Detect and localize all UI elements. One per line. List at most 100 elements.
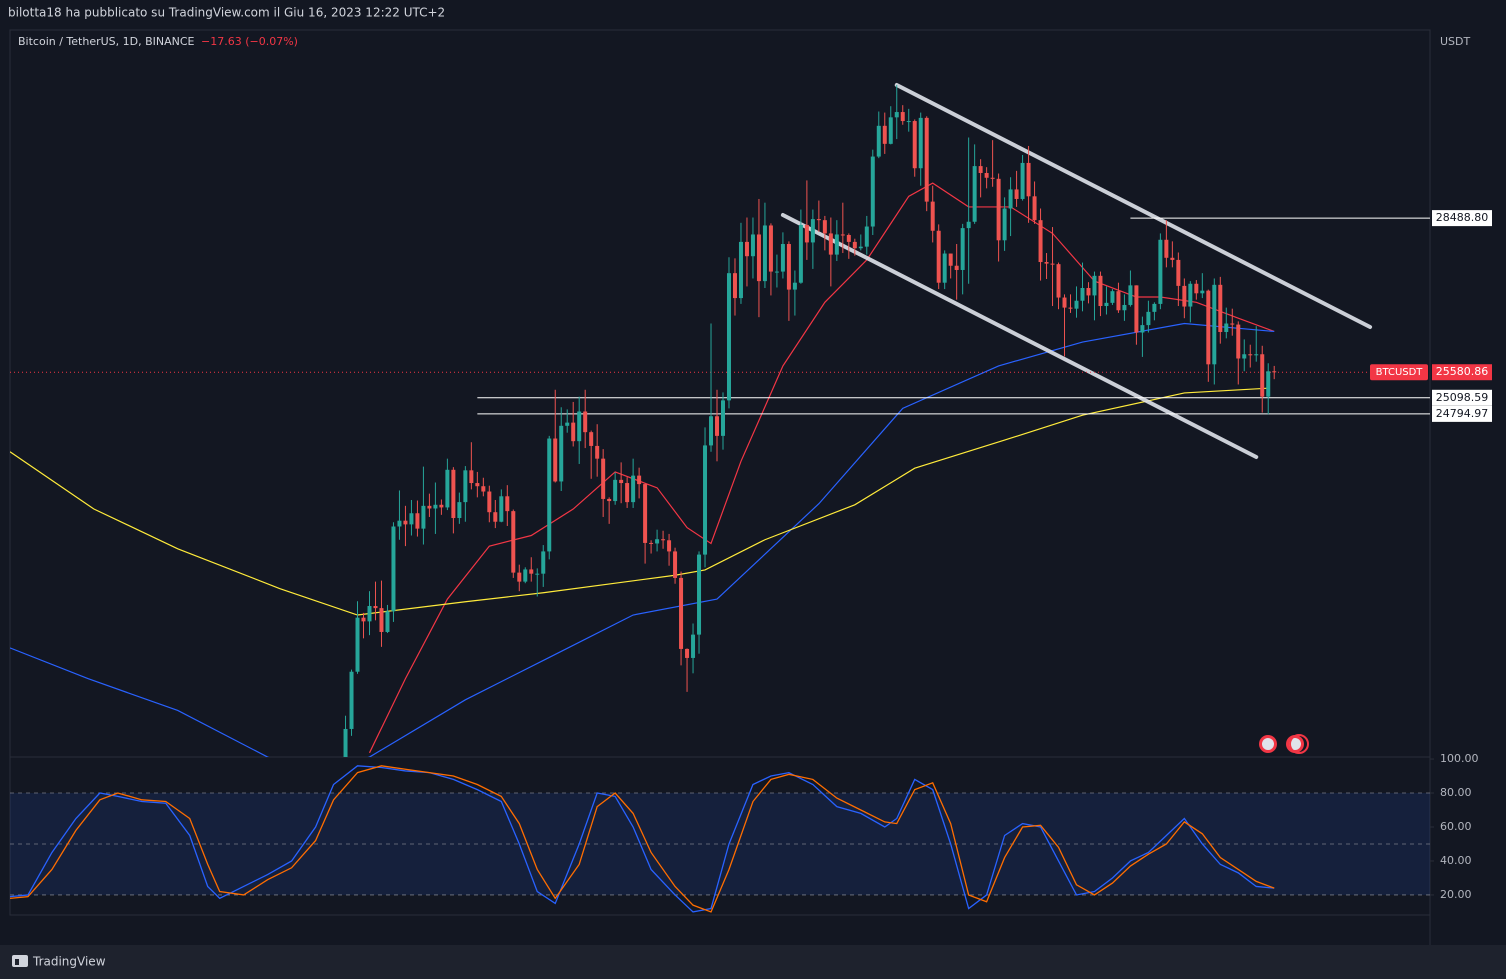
candle-body bbox=[667, 540, 672, 552]
candle-body bbox=[1050, 263, 1055, 265]
trend-line bbox=[780, 213, 1259, 460]
candle-body bbox=[607, 498, 612, 502]
symbol-label: BTCUSDT bbox=[1376, 367, 1424, 378]
candle-body bbox=[511, 511, 516, 573]
candle-body bbox=[391, 526, 396, 612]
candle-body bbox=[1140, 325, 1145, 333]
candle-body bbox=[703, 445, 708, 555]
candle-body bbox=[427, 505, 432, 509]
candle-body bbox=[445, 469, 450, 508]
candle-body bbox=[1020, 162, 1025, 199]
stoch-line bbox=[10, 765, 1275, 913]
candle-body bbox=[942, 253, 947, 283]
candle-body bbox=[571, 422, 576, 442]
candle-body bbox=[481, 486, 486, 492]
candle-body bbox=[816, 219, 821, 221]
chart-frame bbox=[9, 29, 1431, 916]
candle-body bbox=[732, 273, 737, 299]
candle-body bbox=[918, 117, 923, 169]
candle-body bbox=[960, 228, 965, 270]
candle-body bbox=[1146, 311, 1151, 326]
candle-body bbox=[750, 234, 755, 257]
last-price-box bbox=[1432, 364, 1492, 381]
candle-body bbox=[541, 551, 546, 574]
candle-body bbox=[1086, 288, 1091, 296]
candle-body bbox=[810, 219, 815, 243]
candle-body bbox=[679, 577, 684, 649]
candle-body bbox=[1026, 162, 1031, 197]
candle-body bbox=[601, 458, 606, 499]
candle-body bbox=[673, 551, 678, 578]
candle-body bbox=[553, 438, 558, 482]
candle-body bbox=[631, 475, 636, 503]
candle-body bbox=[595, 445, 600, 459]
candle-body bbox=[613, 479, 618, 502]
candle-body bbox=[888, 117, 893, 144]
candle-body bbox=[1158, 239, 1163, 304]
candle-body bbox=[349, 671, 354, 729]
candle-body bbox=[1014, 189, 1019, 199]
candle-body bbox=[559, 425, 564, 482]
candle-body bbox=[840, 234, 845, 236]
last-price-label: 25580.86 bbox=[1436, 365, 1489, 378]
candle-body bbox=[505, 496, 510, 512]
candle-body bbox=[1062, 297, 1067, 308]
axes: 28488.80 25098.59 24794.97 BTCUSDT 25580.86 2… bbox=[1370, 210, 1492, 901]
footer-bar bbox=[0, 945, 1506, 979]
candle-body bbox=[774, 271, 779, 273]
y-tick-label: 40.00 bbox=[1440, 854, 1472, 867]
candle-body bbox=[1254, 354, 1259, 356]
y-tick-label: 100.00 bbox=[1440, 752, 1479, 765]
candle-body bbox=[864, 226, 869, 247]
candle-body bbox=[475, 483, 480, 487]
candle-body bbox=[1092, 275, 1097, 296]
moving-average bbox=[10, 322, 1275, 757]
candle-body bbox=[1194, 283, 1199, 294]
candle-body bbox=[535, 573, 540, 575]
candle-body bbox=[1212, 284, 1217, 365]
y-tick-label: 80.00 bbox=[1440, 786, 1472, 799]
candle-body bbox=[457, 502, 462, 519]
candle-body bbox=[415, 513, 420, 529]
candle-body bbox=[361, 617, 366, 622]
candle-body bbox=[1164, 239, 1169, 258]
candle-body bbox=[954, 265, 959, 270]
candle-body bbox=[966, 221, 971, 229]
candle-body bbox=[529, 569, 534, 574]
candle-body bbox=[1008, 189, 1013, 209]
candle-body bbox=[1080, 288, 1085, 301]
candle-body bbox=[936, 230, 941, 283]
candle-body bbox=[1044, 262, 1049, 264]
byline: bilotta18 ha pubblicato su TradingView.c… bbox=[8, 6, 445, 20]
candle-body bbox=[343, 728, 348, 757]
candle-body bbox=[685, 648, 690, 658]
candle-body bbox=[619, 479, 624, 484]
chart-title: Bitcoin / TetherUS, 1D, BINANCE bbox=[18, 35, 195, 48]
candle-body bbox=[625, 483, 630, 503]
candle-body bbox=[517, 572, 522, 582]
candle-body bbox=[1032, 196, 1037, 221]
candle-body bbox=[1242, 354, 1247, 359]
axis-unit: USDT bbox=[1440, 35, 1471, 48]
candle-body bbox=[828, 233, 833, 255]
candle-body bbox=[1116, 291, 1121, 311]
level-label-box bbox=[1432, 389, 1492, 406]
candle-body bbox=[565, 422, 570, 426]
candle-body bbox=[385, 611, 390, 632]
candle-body bbox=[469, 470, 474, 484]
candle-body bbox=[355, 617, 360, 672]
candle-body bbox=[439, 504, 444, 508]
y-tick-label: 60.00 bbox=[1440, 820, 1472, 833]
candle-body bbox=[756, 234, 761, 282]
candle-body bbox=[583, 411, 588, 433]
candle-body bbox=[421, 505, 426, 529]
candle-body bbox=[1152, 303, 1157, 312]
candle-body bbox=[1038, 220, 1043, 263]
stoch-line bbox=[10, 765, 1275, 913]
candle-body bbox=[852, 241, 857, 249]
candle-body bbox=[523, 569, 528, 582]
price-pane bbox=[10, 83, 1430, 757]
moving-average bbox=[10, 387, 1269, 616]
candle-body bbox=[643, 484, 648, 543]
